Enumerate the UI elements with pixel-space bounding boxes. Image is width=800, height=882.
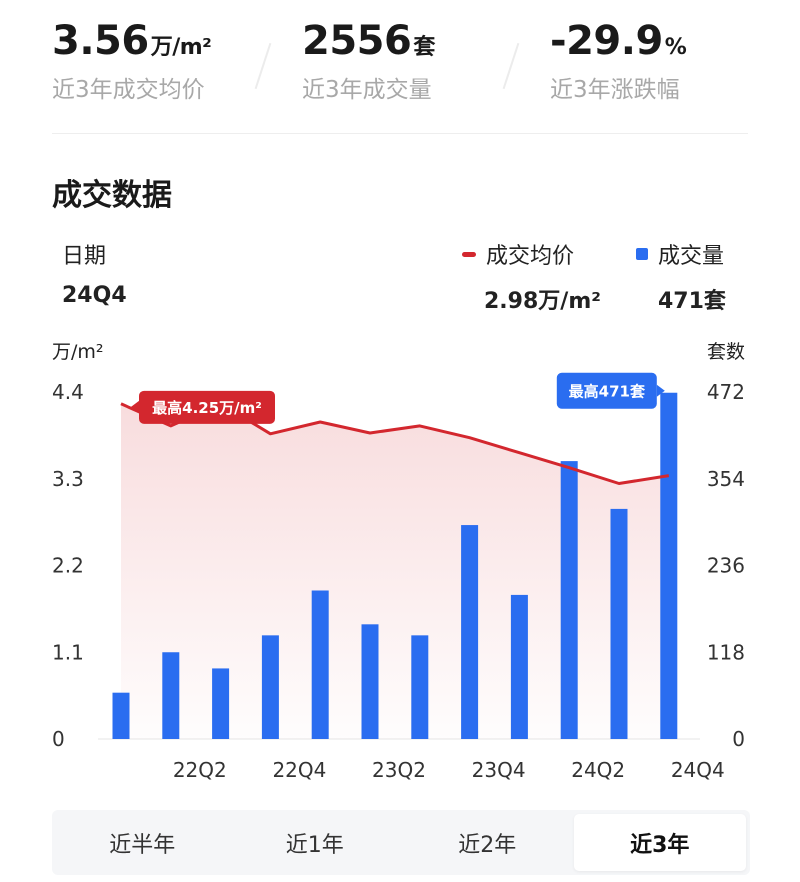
- volume-bar: [261, 635, 279, 739]
- left-tick-label: 3.3: [52, 467, 84, 491]
- bar-swatch-icon: [636, 248, 648, 260]
- x-tick-label: 22Q2: [173, 758, 227, 782]
- x-tick-label: 23Q4: [472, 758, 526, 782]
- volume-bar: [660, 392, 678, 739]
- right-tick-label: 0: [732, 727, 745, 751]
- stat-separator: [502, 42, 520, 90]
- max-volume-badge-text: 最高471套: [569, 383, 646, 401]
- change-value: -29.9%: [550, 18, 687, 64]
- divider: [52, 133, 748, 134]
- change-stat: -29.9% 近3年涨跌幅: [550, 18, 687, 104]
- left-tick-label: 4.4: [52, 380, 84, 404]
- legend-avg-price: 成交均价: [462, 238, 574, 270]
- chart-svg[interactable]: 万/m² 套数 4.4 3.3 2.2 1.1 0 472 354 236 118 0 22Q2 22Q4…: [0, 330, 800, 790]
- tab-2-years[interactable]: 近2年: [458, 832, 517, 858]
- price-area: [121, 403, 669, 739]
- x-tick-label: 24Q4: [671, 758, 725, 782]
- right-tick-label: 236: [707, 554, 745, 578]
- volume-value: 2556套: [302, 18, 435, 64]
- left-tick-label: 0: [52, 727, 65, 751]
- selected-volume: 471套: [658, 289, 726, 314]
- volume-stat: 2556套 近3年成交量: [302, 18, 435, 104]
- max-volume-badge-pointer: [656, 384, 665, 397]
- volume-bar: [361, 624, 379, 739]
- right-tick-label: 354: [707, 467, 745, 491]
- volume-bar: [162, 652, 180, 739]
- transaction-chart[interactable]: 万/m² 套数 4.4 3.3 2.2 1.1 0 472 354 236 118 0 22Q2 22Q4…: [0, 330, 800, 790]
- legend-avg-price-label: 成交均价: [486, 244, 575, 269]
- x-tick-label: 22Q4: [272, 758, 326, 782]
- change-label: 近3年涨跌幅: [550, 77, 680, 103]
- date-value: 24Q4: [62, 283, 127, 308]
- summary-stats: 3.56万/m² 近3年成交均价 2556套 近3年成交量 -29.9% 近3年…: [0, 0, 800, 135]
- left-tick-label: 2.2: [52, 554, 84, 578]
- right-tick-label: 472: [707, 380, 745, 404]
- volume-bar: [212, 668, 230, 739]
- max-price-badge-text: 最高4.25万/m²: [152, 399, 262, 417]
- max-price-badge-bg: [139, 390, 275, 424]
- volume-bar: [461, 525, 479, 739]
- volume-label: 近3年成交量: [302, 77, 432, 103]
- left-tick-label: 1.1: [52, 640, 84, 664]
- left-axis-title: 万/m²: [52, 341, 104, 363]
- volume-bar: [311, 590, 329, 739]
- selected-avg-price: 2.98万/m²: [484, 289, 601, 314]
- avg-price-label: 近3年成交均价: [52, 77, 205, 103]
- volume-bar: [112, 692, 130, 739]
- tab-half-year[interactable]: 近半年: [109, 832, 176, 858]
- date-label: 日期: [62, 244, 107, 269]
- stat-separator: [254, 42, 272, 90]
- section-title: 成交数据: [52, 178, 172, 213]
- max-price-badge-pointer: [131, 400, 139, 413]
- tab-1-year[interactable]: 近1年: [285, 832, 344, 858]
- max-volume-badge: 最高471套: [556, 372, 665, 409]
- right-tick-label: 118: [707, 640, 745, 664]
- line-swatch-icon: [462, 251, 476, 257]
- x-tick-label: 24Q2: [571, 758, 625, 782]
- period-tabs: 近半年 近1年 近2年 近3年: [52, 810, 750, 875]
- avg-price-value: 3.56万/m²: [52, 18, 212, 64]
- avg-price-stat: 3.56万/m² 近3年成交均价: [52, 18, 212, 104]
- max-volume-badge-bg: [556, 372, 657, 409]
- volume-bar: [510, 594, 528, 739]
- volume-bar: [610, 508, 628, 739]
- legend-volume-label: 成交量: [658, 244, 725, 269]
- x-tick-label: 23Q2: [372, 758, 426, 782]
- right-axis-title: 套数: [707, 341, 745, 363]
- legend-volume: 成交量: [636, 238, 724, 270]
- volume-bar: [411, 635, 429, 739]
- volume-bar: [560, 461, 578, 739]
- tab-3-years[interactable]: 近3年: [573, 814, 746, 871]
- max-price-badge: 最高4.25万/m²: [131, 390, 275, 424]
